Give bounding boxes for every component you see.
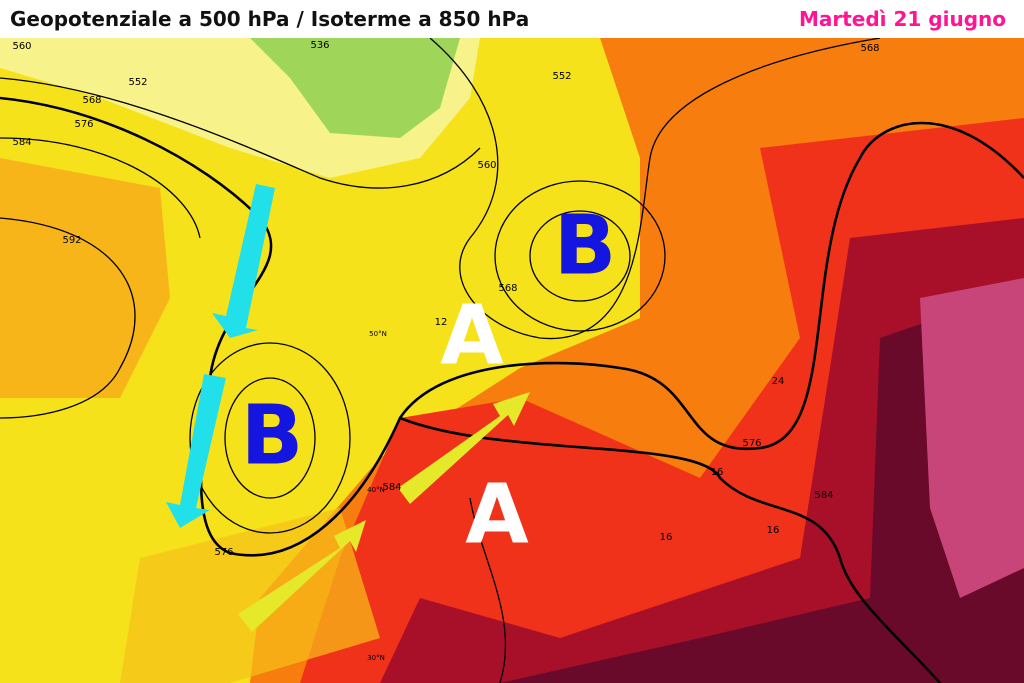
isohypse [469, 497, 507, 683]
pressure-center: A [465, 467, 529, 562]
contour-label: 16 [711, 467, 724, 478]
weather-map: B B A A 560 536 552 568 576 584 592 552 … [0, 38, 1024, 683]
map-title: Geopotenziale a 500 hPa / Isoterme a 850… [10, 7, 530, 31]
map-date: Martedì 21 giugno [798, 7, 1006, 31]
contour-label: 576 [74, 119, 93, 130]
warm-flow-arrow [398, 392, 530, 504]
cold-flow-arrow [166, 374, 226, 528]
cold-flow-arrow [212, 184, 275, 338]
header: Geopotenziale a 500 hPa / Isoterme a 850… [0, 0, 1024, 38]
contour-label: 568 [498, 283, 517, 294]
isohypse [224, 377, 316, 499]
pressure-center: B [241, 388, 304, 483]
contour-label: 552 [128, 77, 147, 88]
contour-label: 584 [12, 137, 31, 148]
latitude-label: 50°N [369, 330, 387, 338]
isohypse [189, 342, 351, 534]
isohypse [0, 96, 1024, 557]
contour-label: 576 [214, 547, 233, 558]
contour-label: 536 [310, 40, 329, 51]
latitude-label: 40°N [367, 486, 385, 494]
very-hot-zone [380, 218, 1024, 683]
contour-label: 24 [772, 376, 785, 387]
contour-label: 568 [860, 43, 879, 54]
extreme-zone [500, 288, 1024, 683]
contour-label: 584 [814, 490, 833, 501]
isohypse [399, 416, 941, 683]
warm-zone [0, 158, 170, 398]
pressure-center: A [440, 288, 504, 383]
contour-labels: 560 536 552 568 576 584 592 552 560 568 … [12, 40, 879, 558]
latitude-label: 30°N [367, 654, 385, 662]
contour-label: 16 [767, 525, 780, 536]
contour-label: 560 [477, 160, 496, 171]
isohypse [529, 210, 631, 302]
contour-label: 552 [552, 71, 571, 82]
warm-zone [120, 508, 380, 683]
contour-label: 592 [62, 235, 81, 246]
pressure-center: B [554, 198, 617, 293]
isohypse [0, 77, 481, 189]
contour-label: 12 [435, 317, 448, 328]
extreme-zone [920, 278, 1024, 598]
contour-label: 16 [660, 532, 673, 543]
isohypse [494, 180, 666, 332]
contour-label: 576 [742, 438, 761, 449]
contour-label: 568 [82, 95, 101, 106]
isohypse [0, 137, 201, 239]
isohypse [0, 217, 136, 419]
contour-label: 584 [382, 482, 401, 493]
contour-label: 560 [12, 41, 31, 52]
cold-zone [250, 38, 460, 138]
isohypse [429, 38, 881, 340]
warm-flow-arrow [238, 520, 366, 632]
